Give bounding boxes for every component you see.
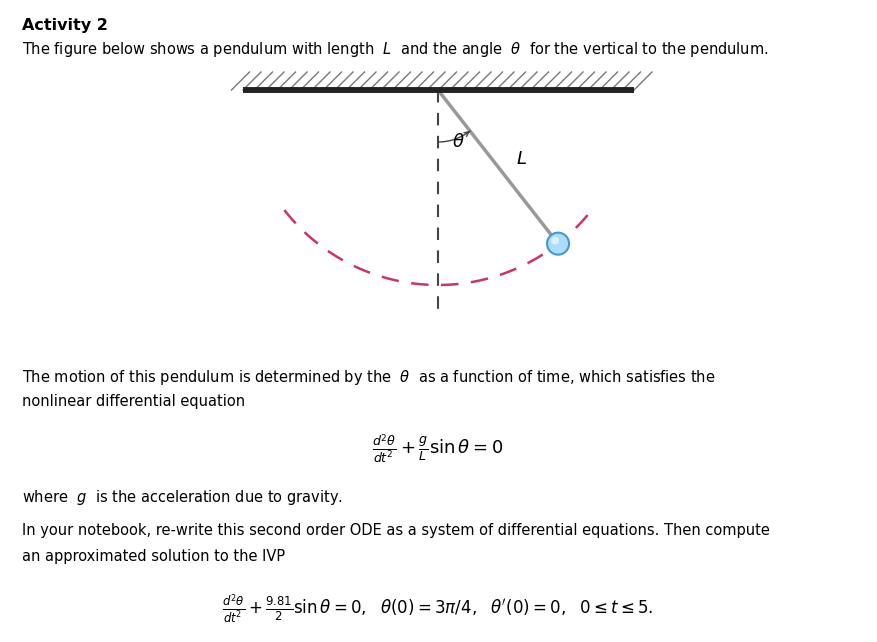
Text: The figure below shows a pendulum with length  $L$  and the angle  $\theta$  for: The figure below shows a pendulum with l…	[22, 40, 768, 59]
Circle shape	[547, 232, 569, 255]
Text: $\frac{d^2\theta}{dt^2} + \frac{9.81}{2}\sin\theta = 0,\ \ \theta(0) = 3\pi/4,\ : $\frac{d^2\theta}{dt^2} + \frac{9.81}{2}…	[222, 593, 653, 626]
Text: In your notebook, re-write this second order ODE as a system of differential equ: In your notebook, re-write this second o…	[22, 523, 770, 538]
Circle shape	[551, 237, 559, 245]
Text: $L$: $L$	[516, 150, 527, 168]
Text: where  $g$  is the acceleration due to gravity.: where $g$ is the acceleration due to gra…	[22, 488, 343, 507]
Text: $\frac{d^2\theta}{dt^2} + \frac{g}{L}\sin\theta = 0$: $\frac{d^2\theta}{dt^2} + \frac{g}{L}\si…	[373, 433, 503, 467]
Text: nonlinear differential equation: nonlinear differential equation	[22, 394, 246, 409]
Text: The motion of this pendulum is determined by the  $\theta$  as a function of tim: The motion of this pendulum is determine…	[22, 368, 716, 387]
Text: an approximated solution to the IVP: an approximated solution to the IVP	[22, 549, 285, 564]
Text: Activity 2: Activity 2	[22, 18, 108, 33]
Text: $\theta$: $\theta$	[452, 133, 465, 151]
